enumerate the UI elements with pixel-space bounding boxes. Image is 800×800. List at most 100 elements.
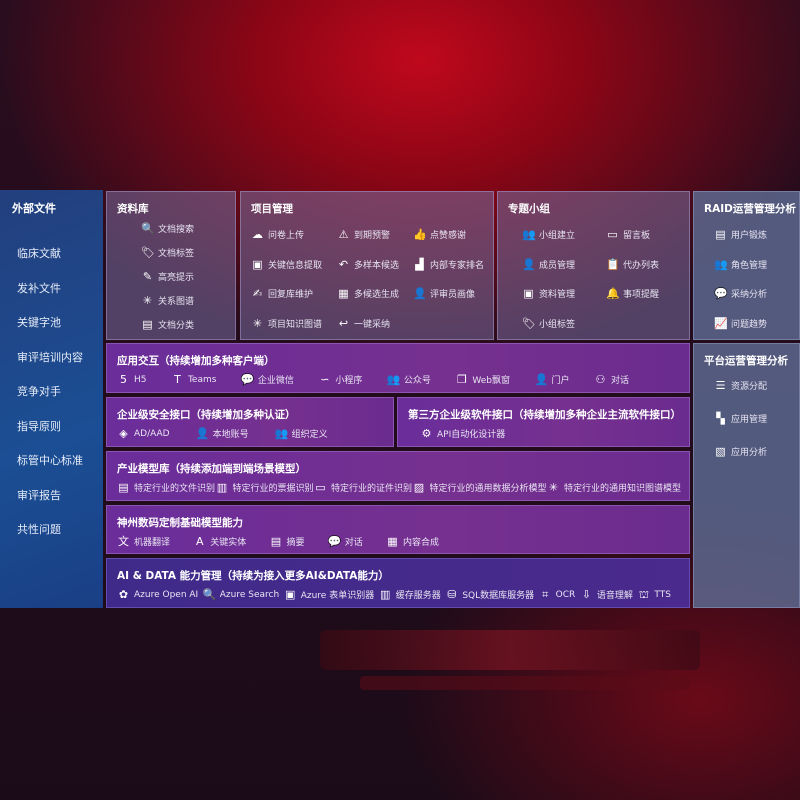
item-label: 小组标签 — [539, 319, 576, 330]
industry-item[interactable]: ▭ 特定行业的证件识别 — [314, 481, 412, 494]
user-lock-icon: 👤 — [195, 427, 210, 440]
app-item[interactable]: ⚇ 对话 — [594, 373, 629, 386]
item-label: 对话 — [344, 538, 363, 548]
project-item[interactable]: 👤 评审员画像 — [413, 287, 475, 300]
platform-item[interactable]: ▚ 应用管理 — [714, 412, 767, 425]
project-item[interactable]: 👍 点赞感谢 — [413, 228, 466, 241]
project-item[interactable]: ▦ 多候选生成 — [337, 287, 399, 300]
base-item[interactable]: ▤ 摘要 — [269, 535, 305, 548]
external-file-item[interactable]: 竞争对手 — [17, 385, 61, 398]
search-doc-icon: 🔍 — [202, 588, 217, 601]
external-file-item[interactable]: 关键字池 — [17, 316, 61, 329]
item-label: 一键采纳 — [354, 319, 391, 330]
aidata-item[interactable]: ✿ Azure Open AI — [117, 588, 198, 601]
graph-icon: ✳ — [142, 294, 153, 307]
wecom-icon: 💬 — [240, 373, 255, 386]
aidata-item[interactable]: ⛫ TTS — [637, 588, 671, 601]
project-item[interactable]: ↩ 一键采纳 — [337, 317, 390, 330]
panel-title: 产业模型库（持续添加端到端场景模型） — [117, 463, 306, 475]
item-label: 公众号 — [403, 376, 431, 386]
group-item[interactable]: 🏷 小组标签 — [522, 317, 575, 330]
library-item[interactable]: ✳ 关系图谱 — [141, 294, 194, 307]
external-file-item[interactable]: 审评报告 — [17, 488, 61, 502]
aidata-item[interactable]: ⇩ 语音理解 — [580, 588, 633, 601]
external-file-item[interactable]: 标管中心标准 — [17, 454, 83, 467]
thirdparty-item[interactable]: ⚙ API自动化设计器 — [420, 427, 506, 440]
library-item[interactable]: 🔍 文档搜索 — [141, 222, 194, 235]
app-item[interactable]: 👤 门户 — [534, 373, 569, 386]
base-item[interactable]: ▦ 内容合成 — [386, 535, 439, 548]
app-item[interactable]: ∽ 小程序 — [318, 373, 362, 386]
group-item[interactable]: ▣ 资料管理 — [522, 287, 575, 300]
project-item[interactable]: ▣ 关键信息提取 — [251, 258, 322, 271]
form-scan-icon: ▣ — [285, 588, 296, 601]
industry-item[interactable]: ▤ 特定行业的文件识别 — [117, 481, 215, 494]
teams-icon: T — [174, 373, 181, 386]
raid-item[interactable]: 👥 角色管理 — [714, 258, 767, 271]
item-label: 角色管理 — [731, 260, 768, 271]
item-label: 关键实体 — [210, 538, 247, 548]
library-item[interactable]: 🏷 文档标签 — [141, 246, 194, 259]
app-item[interactable]: ❐ Web飘窗 — [455, 373, 510, 386]
project-item[interactable]: ✳ 项目知识图谱 — [251, 317, 322, 330]
external-file-item[interactable]: 临床文献 — [17, 247, 61, 260]
raid-item[interactable]: 📈 问题趋势 — [714, 317, 767, 330]
item-label: 特定行业的通用数据分析模型 — [429, 484, 547, 494]
group-item[interactable]: 📋 代办列表 — [606, 258, 659, 271]
project-item[interactable]: ↶ 多样本候选 — [337, 258, 399, 271]
platform-item[interactable]: ☰ 资源分配 — [714, 379, 767, 392]
doc-search-icon: 🔍 — [141, 222, 155, 235]
security-item[interactable]: ◈ AD/AAD — [117, 427, 169, 440]
aidata-item[interactable]: ▥ 缓存服务器 — [379, 588, 441, 601]
raid-item[interactable]: ▤ 用户锻炼 — [714, 228, 767, 241]
library-item[interactable]: ▤ 文档分类 — [141, 318, 194, 331]
item-label: Teams — [187, 374, 217, 385]
project-item[interactable]: ✍ 回复库维护 — [251, 287, 313, 300]
id-card-icon: ▤ — [715, 228, 726, 241]
base-item[interactable]: 文机器翻译 — [117, 535, 170, 548]
external-file-item[interactable]: 指导原则 — [17, 419, 61, 433]
alarm-icon: ⚠ — [338, 228, 349, 241]
external-file-item[interactable]: 共性问题 — [17, 523, 61, 536]
security-item[interactable]: 👥 组织定义 — [275, 427, 328, 440]
item-label: 文档分类 — [158, 321, 195, 331]
apps-icon: ▚ — [716, 412, 725, 425]
panel-title: 企业级安全接口（持续增加多种认证） — [117, 409, 296, 421]
security-item[interactable]: 👤 本地账号 — [196, 427, 249, 440]
app-item[interactable]: T Teams — [171, 373, 216, 386]
raid-item[interactable]: 💬 采纳分析 — [714, 287, 767, 300]
industry-item[interactable]: ✳ 特定行业的通用知识图谱模型 — [547, 481, 681, 494]
external-file-item[interactable]: 发补文件 — [17, 281, 61, 295]
group-item[interactable]: 🔔 事项提醒 — [606, 287, 659, 300]
app-item[interactable]: 👥 公众号 — [387, 373, 431, 386]
aidata-item[interactable]: ▣ Azure 表单识别器 — [284, 588, 375, 601]
item-label: 项目知识图谱 — [268, 319, 323, 330]
industry-item[interactable]: ▨ 特定行业的通用数据分析模型 — [412, 481, 547, 494]
aidata-item[interactable]: ⌗ OCR — [539, 588, 575, 601]
aidata-item[interactable]: ⛁ SQL数据库服务器 — [445, 588, 534, 601]
raid-analysis-panel: RAID运营管理分析 ▤ 用户锻炼 👥 角色管理 💬 采纳分析 📈 问题趋势 — [693, 191, 800, 340]
library-item[interactable]: ✎ 高亮提示 — [141, 270, 194, 283]
industry-item[interactable]: ▥ 特定行业的票据识别 — [215, 481, 314, 494]
app-item[interactable]: 💬 企业微信 — [241, 373, 294, 386]
platform-item[interactable]: ▧ 应用分析 — [714, 445, 767, 458]
item-label: 特定行业的文件识别 — [134, 484, 216, 494]
item-label: 特定行业的通用知识图谱模型 — [563, 484, 681, 494]
project-item[interactable]: ⚠ 到期预警 — [337, 228, 390, 241]
app-item[interactable]: 5 H5 — [117, 373, 147, 386]
group-item[interactable]: 👤 成员管理 — [522, 258, 575, 271]
user-add-icon: 👤 — [522, 257, 536, 271]
external-file-item[interactable]: 审评培训内容 — [17, 350, 83, 364]
group-item[interactable]: 👥 小组建立 — [522, 228, 575, 241]
base-item[interactable]: A 关键实体 — [193, 535, 246, 548]
item-label: 到期预警 — [354, 231, 391, 241]
aidata-item[interactable]: 🔍 Azure Search — [203, 588, 279, 601]
item-label: 事项提醒 — [623, 290, 660, 300]
project-item[interactable]: ☁ 问卷上传 — [251, 228, 304, 241]
panel-title: 应用交互（持续增加多种客户端） — [117, 355, 275, 367]
item-label: Azure 表单识别器 — [300, 591, 375, 601]
project-item[interactable]: ▟ 内部专家排名 — [413, 258, 484, 271]
database-icon: ⛁ — [447, 588, 457, 601]
base-item[interactable]: 💬 对话 — [328, 535, 363, 548]
group-item[interactable]: ▭ 留言板 — [606, 228, 650, 241]
